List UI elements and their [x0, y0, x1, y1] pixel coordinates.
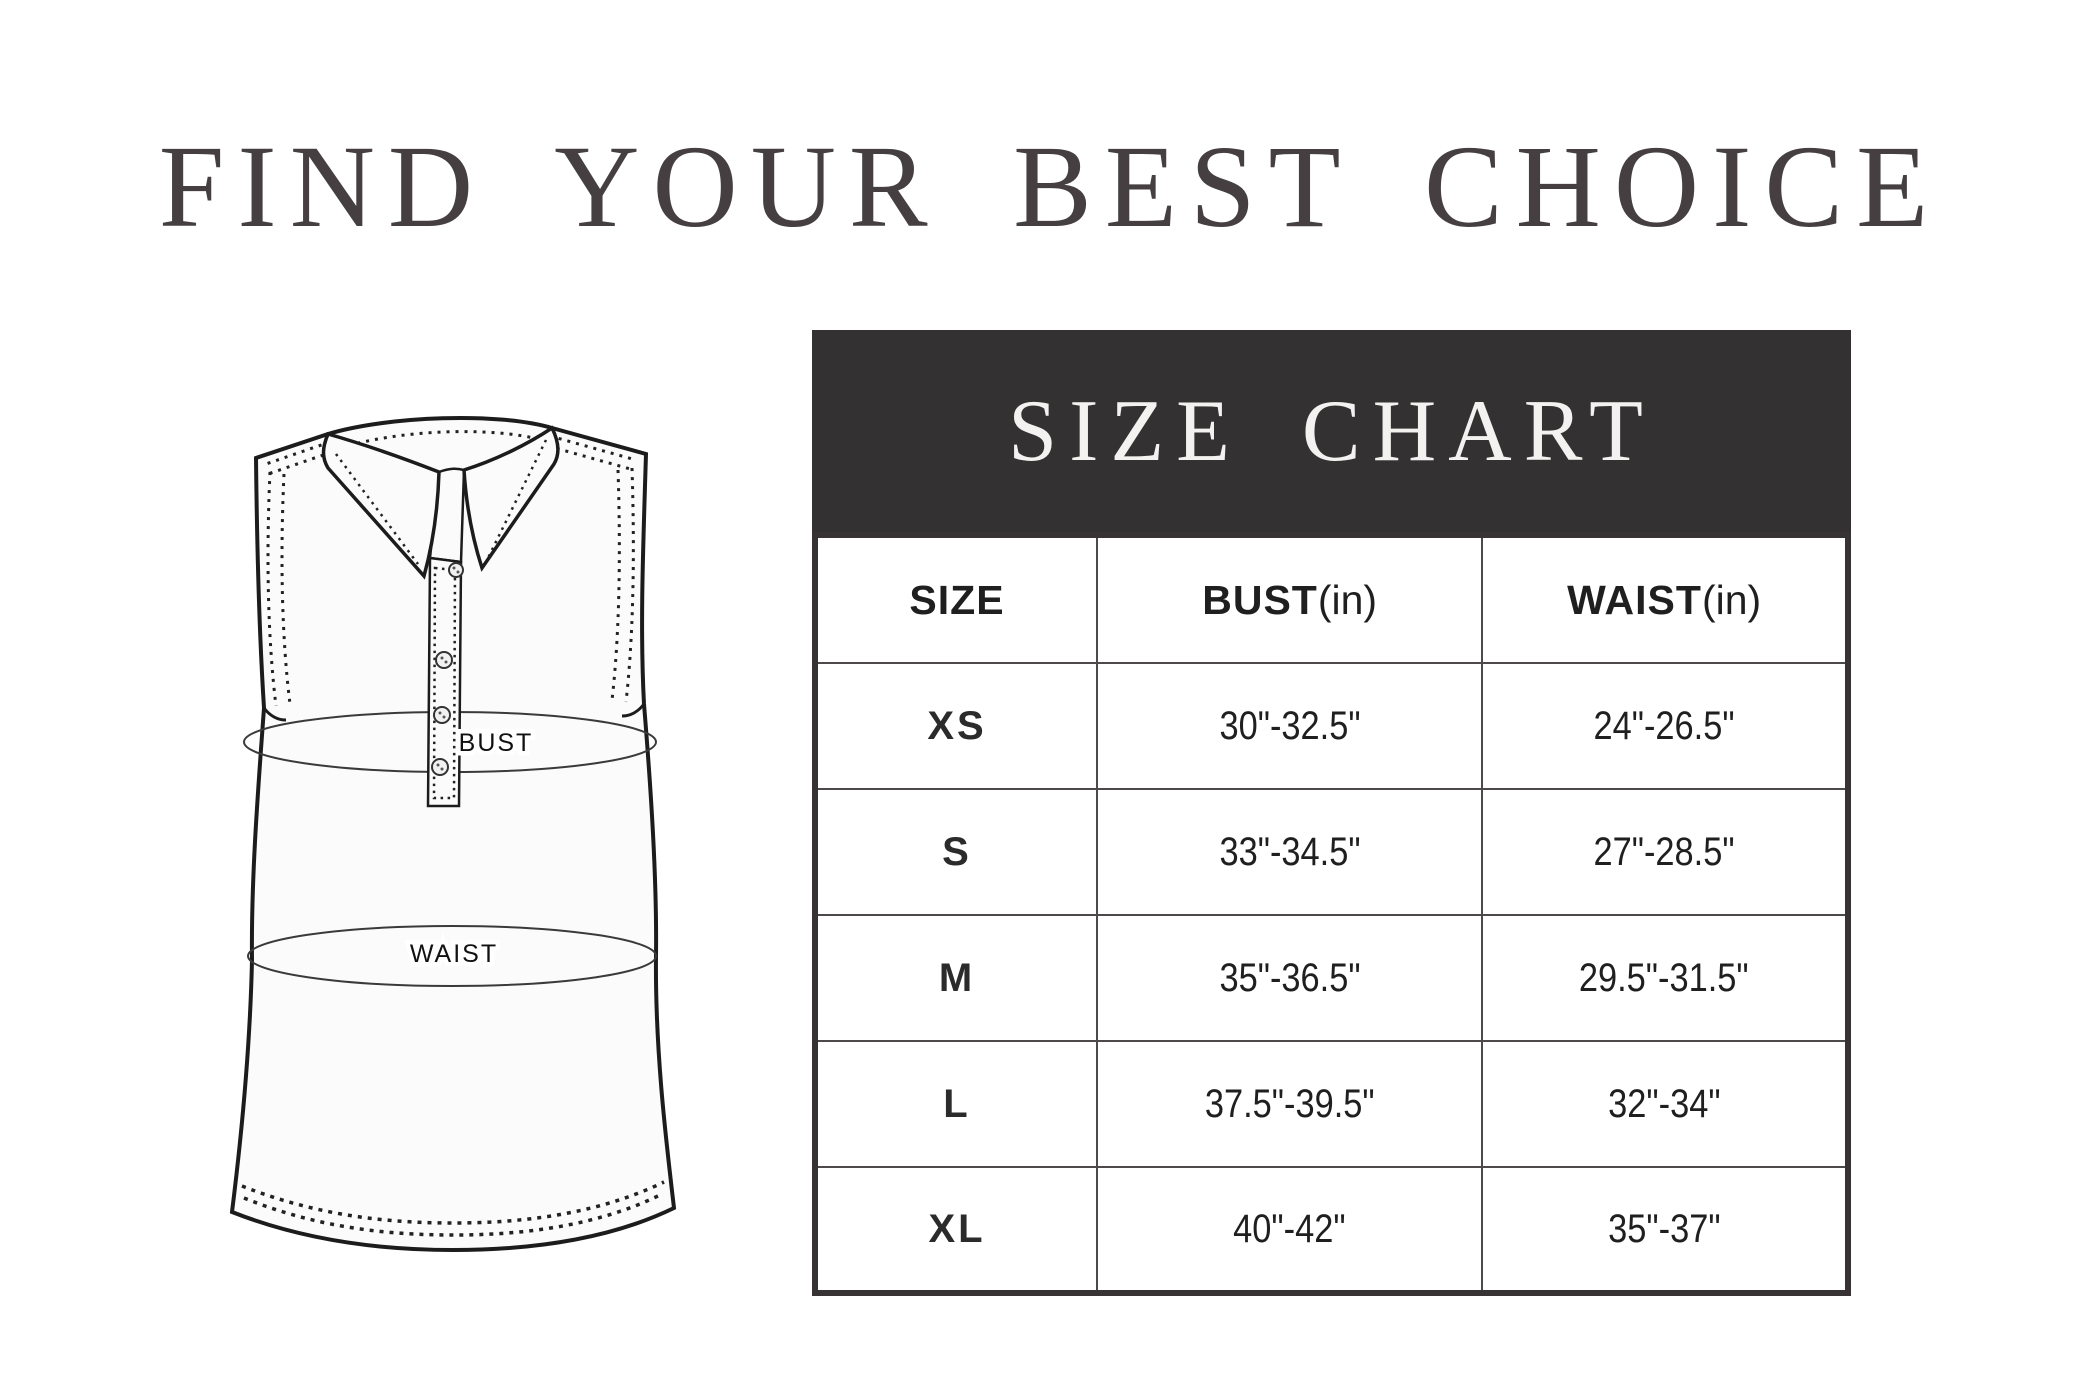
armhole-stitching	[266, 467, 635, 707]
button-placket	[426, 556, 463, 808]
bust-value: 30"-32.5"	[1095, 662, 1484, 790]
bust-value: 40"-42"	[1095, 1166, 1484, 1294]
waist-label: WAIST	[410, 940, 498, 968]
size-chart-header: SIZE CHART	[812, 330, 1851, 532]
table-row-xl: XL 40"-42" 35"-37"	[814, 1166, 1849, 1294]
waist-value: 35"-37"	[1481, 1166, 1849, 1294]
table-row-xs: XS 30"-32.5" 24"-26.5"	[814, 662, 1849, 790]
column-header-size: SIZE	[814, 534, 1098, 664]
collar-right-flap	[462, 425, 560, 572]
table-header-row: SIZE BUST(in) WAIST(in)	[814, 534, 1849, 664]
waist-measure-ellipse	[247, 925, 657, 987]
waist-value: 29.5"-31.5"	[1481, 914, 1849, 1042]
size-value: S	[814, 788, 1098, 916]
size-value: XS	[814, 662, 1098, 790]
size-chart-title: SIZE CHART	[1008, 382, 1655, 480]
table-row-l: L 37.5"-39.5" 32"-34"	[814, 1040, 1849, 1168]
page-title: FIND YOUR BEST CHOICE	[158, 121, 1942, 252]
bust-value: 37.5"-39.5"	[1095, 1040, 1484, 1168]
size-value: L	[814, 1040, 1098, 1168]
waist-value: 24"-26.5"	[1481, 662, 1849, 790]
left-underarm-fold	[262, 707, 287, 722]
waist-value: 32"-34"	[1481, 1040, 1849, 1168]
bust-label: BUST	[459, 729, 534, 757]
collar-left-flap	[321, 431, 441, 580]
placket-stitching	[432, 566, 457, 800]
hem-stitching	[241, 1180, 665, 1237]
collar-edge-stitching	[334, 439, 548, 565]
table-row-s: S 33"-34.5" 27"-28.5"	[814, 788, 1849, 916]
bust-value: 35"-36.5"	[1095, 914, 1484, 1042]
size-value: M	[814, 914, 1098, 1042]
bust-value: 33"-34.5"	[1095, 788, 1484, 916]
right-underarm-fold	[621, 703, 646, 718]
column-header-waist: WAIST(in)	[1481, 534, 1849, 664]
size-chart-table: SIZE BUST(in) WAIST(in) XS 30"-32.5" 24"…	[812, 532, 1851, 1296]
garment-diagram: BUST WAIST	[228, 410, 680, 1255]
placket-buttons	[431, 562, 464, 776]
neckline-stitching	[339, 430, 543, 450]
waist-value: 27"-28.5"	[1481, 788, 1849, 916]
shoulder-stitching	[265, 434, 637, 476]
size-value: XL	[814, 1166, 1098, 1294]
table-row-m: M 35"-36.5" 29.5"-31.5"	[814, 914, 1849, 1042]
sleeveless-polo-sketch: BUST WAIST	[229, 415, 677, 1253]
shirt-body-outline	[229, 415, 677, 1253]
column-header-bust: BUST(in)	[1095, 534, 1484, 664]
